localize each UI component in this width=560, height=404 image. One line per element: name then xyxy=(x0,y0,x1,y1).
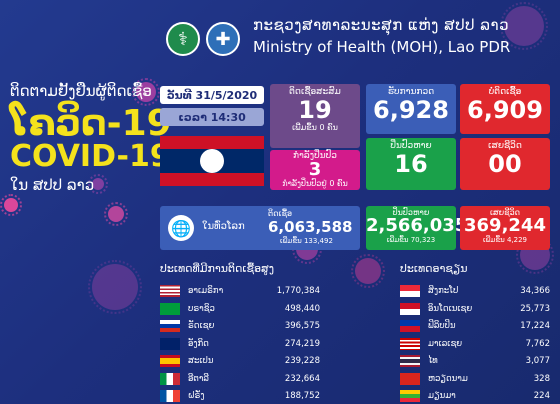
flag-my-icon xyxy=(400,337,420,350)
flag-es-icon xyxy=(160,355,180,367)
world-box: 🌐 ໃນທົ່ວໂລກ ຕິດເຊື້ອ 6,063,588 ເພີ່ມຂຶ້ນ… xyxy=(160,206,360,250)
top-country-row: ຣັດເຊຍ 396,575 xyxy=(160,317,320,335)
country-name: ມາເລເຊຍ xyxy=(428,338,463,349)
country-name: ສະເປນ xyxy=(188,356,214,366)
asean-country-row: ຟິລິບປິນ 17,224 xyxy=(400,317,550,335)
moh-seal-icon: ✚ xyxy=(206,22,240,56)
asean-country-row: ມາເລເຊຍ 7,762 xyxy=(400,335,550,353)
asean-country-row: ຫວຽດນາມ 328 xyxy=(400,370,550,388)
case-count: 498,440 xyxy=(284,303,320,314)
asean-country-row: ມຽນມາ 224 xyxy=(400,387,550,404)
top-country-row: ສະເປນ 239,228 xyxy=(160,352,320,370)
case-count: 1,770,384 xyxy=(276,286,320,296)
ministry-name-lao: ກະຊວງສາທາລະນະສຸກ ແຫ່ງ ສປປ ລາວ xyxy=(253,16,510,34)
case-count: 239,228 xyxy=(284,356,320,366)
disease-title-en: COVID-19 xyxy=(10,139,171,174)
case-count: 396,575 xyxy=(284,321,320,331)
ministry-name-en: Ministry of Health (MOH), Lao PDR xyxy=(253,38,511,56)
flag-vn-icon xyxy=(400,372,420,385)
flag-it-icon xyxy=(160,372,180,385)
virus-decoration xyxy=(88,260,142,314)
flag-ph-icon xyxy=(400,320,420,332)
virus-decoration xyxy=(88,174,108,194)
subtitle-lao: ຕິດຕາມຢັ້ງຢືນຜູ້ຕິດເຊື້ອ xyxy=(10,82,152,100)
top-country-row: ຝຣັ່ງ 188,752 xyxy=(160,387,320,404)
cumulative-box: ຕິດເຊື້ອສະສົມ 19 ເພີ່ມຂຶ້ນ 0 ຄົນ xyxy=(270,84,360,148)
case-count: 17,224 xyxy=(520,321,550,331)
world-label: ໃນທົ່ວໂລກ xyxy=(202,221,245,232)
deaths-box: ເສຍຊີວິດ 00 xyxy=(460,138,550,190)
top-country-row: ອັງກິດ 274,219 xyxy=(160,335,320,353)
flag-id-icon xyxy=(400,302,420,315)
case-count: 3,077 xyxy=(525,356,550,366)
moh-logo-icon: ⚕ xyxy=(166,22,200,56)
case-count: 274,219 xyxy=(284,338,320,349)
date-pill: ວັນທີ 31/5/2020 xyxy=(160,86,264,104)
case-count: 188,752 xyxy=(284,391,320,401)
tested-box: ຮັບການກວດ 6,928 xyxy=(366,84,456,134)
world-cases-value: 6,063,588 xyxy=(268,218,353,236)
country-label: ໃນ ສປປ ລາວ xyxy=(10,176,95,194)
country-name: ສິງກະໂປ xyxy=(428,286,459,296)
asean-country-row: ໄທ 3,077 xyxy=(400,352,550,370)
top-country-row: ບຣາຊິວ 498,440 xyxy=(160,300,320,318)
country-name: ອັງກິດ xyxy=(188,338,209,349)
flag-fr-icon xyxy=(160,390,180,402)
laos-flag xyxy=(160,136,264,186)
top-countries-title: ປະເທດທີ່ມີການຕິດເຊື້ອສູງ xyxy=(160,262,275,275)
top-country-row: ອາເມຣິກາ 1,770,384 xyxy=(160,282,320,300)
asean-country-row: ສິງກະໂປ 34,366 xyxy=(400,282,550,300)
case-count: 232,664 xyxy=(284,373,320,384)
top-country-row: ອີຕາລີ 232,664 xyxy=(160,370,320,388)
case-count: 328 xyxy=(533,373,550,384)
virus-decoration xyxy=(0,194,22,216)
country-name: ຣັດເຊຍ xyxy=(188,321,215,331)
flag-ru-icon xyxy=(160,320,180,332)
country-name: ຝຣັ່ງ xyxy=(188,391,205,401)
virus-decoration xyxy=(351,254,385,288)
flag-mm-icon xyxy=(400,390,420,402)
virus-decoration xyxy=(132,78,160,106)
globe-icon: 🌐 xyxy=(168,215,194,241)
flag-th-icon xyxy=(400,355,420,367)
country-name: ຟິລິບປິນ xyxy=(428,321,456,331)
country-name: ອີຕາລີ xyxy=(188,373,209,384)
recovered-box: ປິ່ນປົວຫາຍ 16 xyxy=(366,138,456,190)
flag-br-icon xyxy=(160,302,180,315)
country-name: ບຣາຊິວ xyxy=(188,303,215,314)
negative-box: ບໍ່ຕິດເຊື້ອ 6,909 xyxy=(460,84,550,134)
case-count: 34,366 xyxy=(520,286,550,296)
disease-title-lao: ໂຄວິດ-19 xyxy=(10,103,172,144)
country-name: ອິນໂດເນເຊຍ xyxy=(428,303,473,314)
flag-gb-icon xyxy=(160,337,180,350)
country-name: ອາເມຣິກາ xyxy=(188,286,224,296)
world-recovered-box: ປິ່ນປົວຫາຍ 2,566,035 ເພີ່ມຂຶ້ນ 70,323 xyxy=(366,206,467,250)
asean-country-row: ອິນໂດເນເຊຍ 25,773 xyxy=(400,300,550,318)
virus-decoration xyxy=(104,202,128,226)
country-name: ຫວຽດນາມ xyxy=(428,373,468,384)
world-deaths-box: ເສຍຊີວິດ 369,244 ເພີ່ມຂຶ້ນ 4,229 xyxy=(460,206,550,250)
case-count: 7,762 xyxy=(525,338,550,349)
flag-sg-icon xyxy=(400,285,420,297)
time-pill: ເວລາ 14:30 xyxy=(160,108,264,126)
asean-title: ປະເທດອາຊຽນ xyxy=(400,262,468,275)
virus-decoration xyxy=(500,2,548,50)
flag-us-icon xyxy=(160,285,180,297)
case-count: 224 xyxy=(533,391,550,401)
country-name: ມຽນມາ xyxy=(428,391,456,401)
case-count: 25,773 xyxy=(520,303,550,314)
country-name: ໄທ xyxy=(428,356,438,366)
treating-box: ກໍາລັງປິ່ນປົວ 3 ກໍາລັງປິ່ນປົວຢູ່ 0 ຄົນ xyxy=(270,150,360,190)
